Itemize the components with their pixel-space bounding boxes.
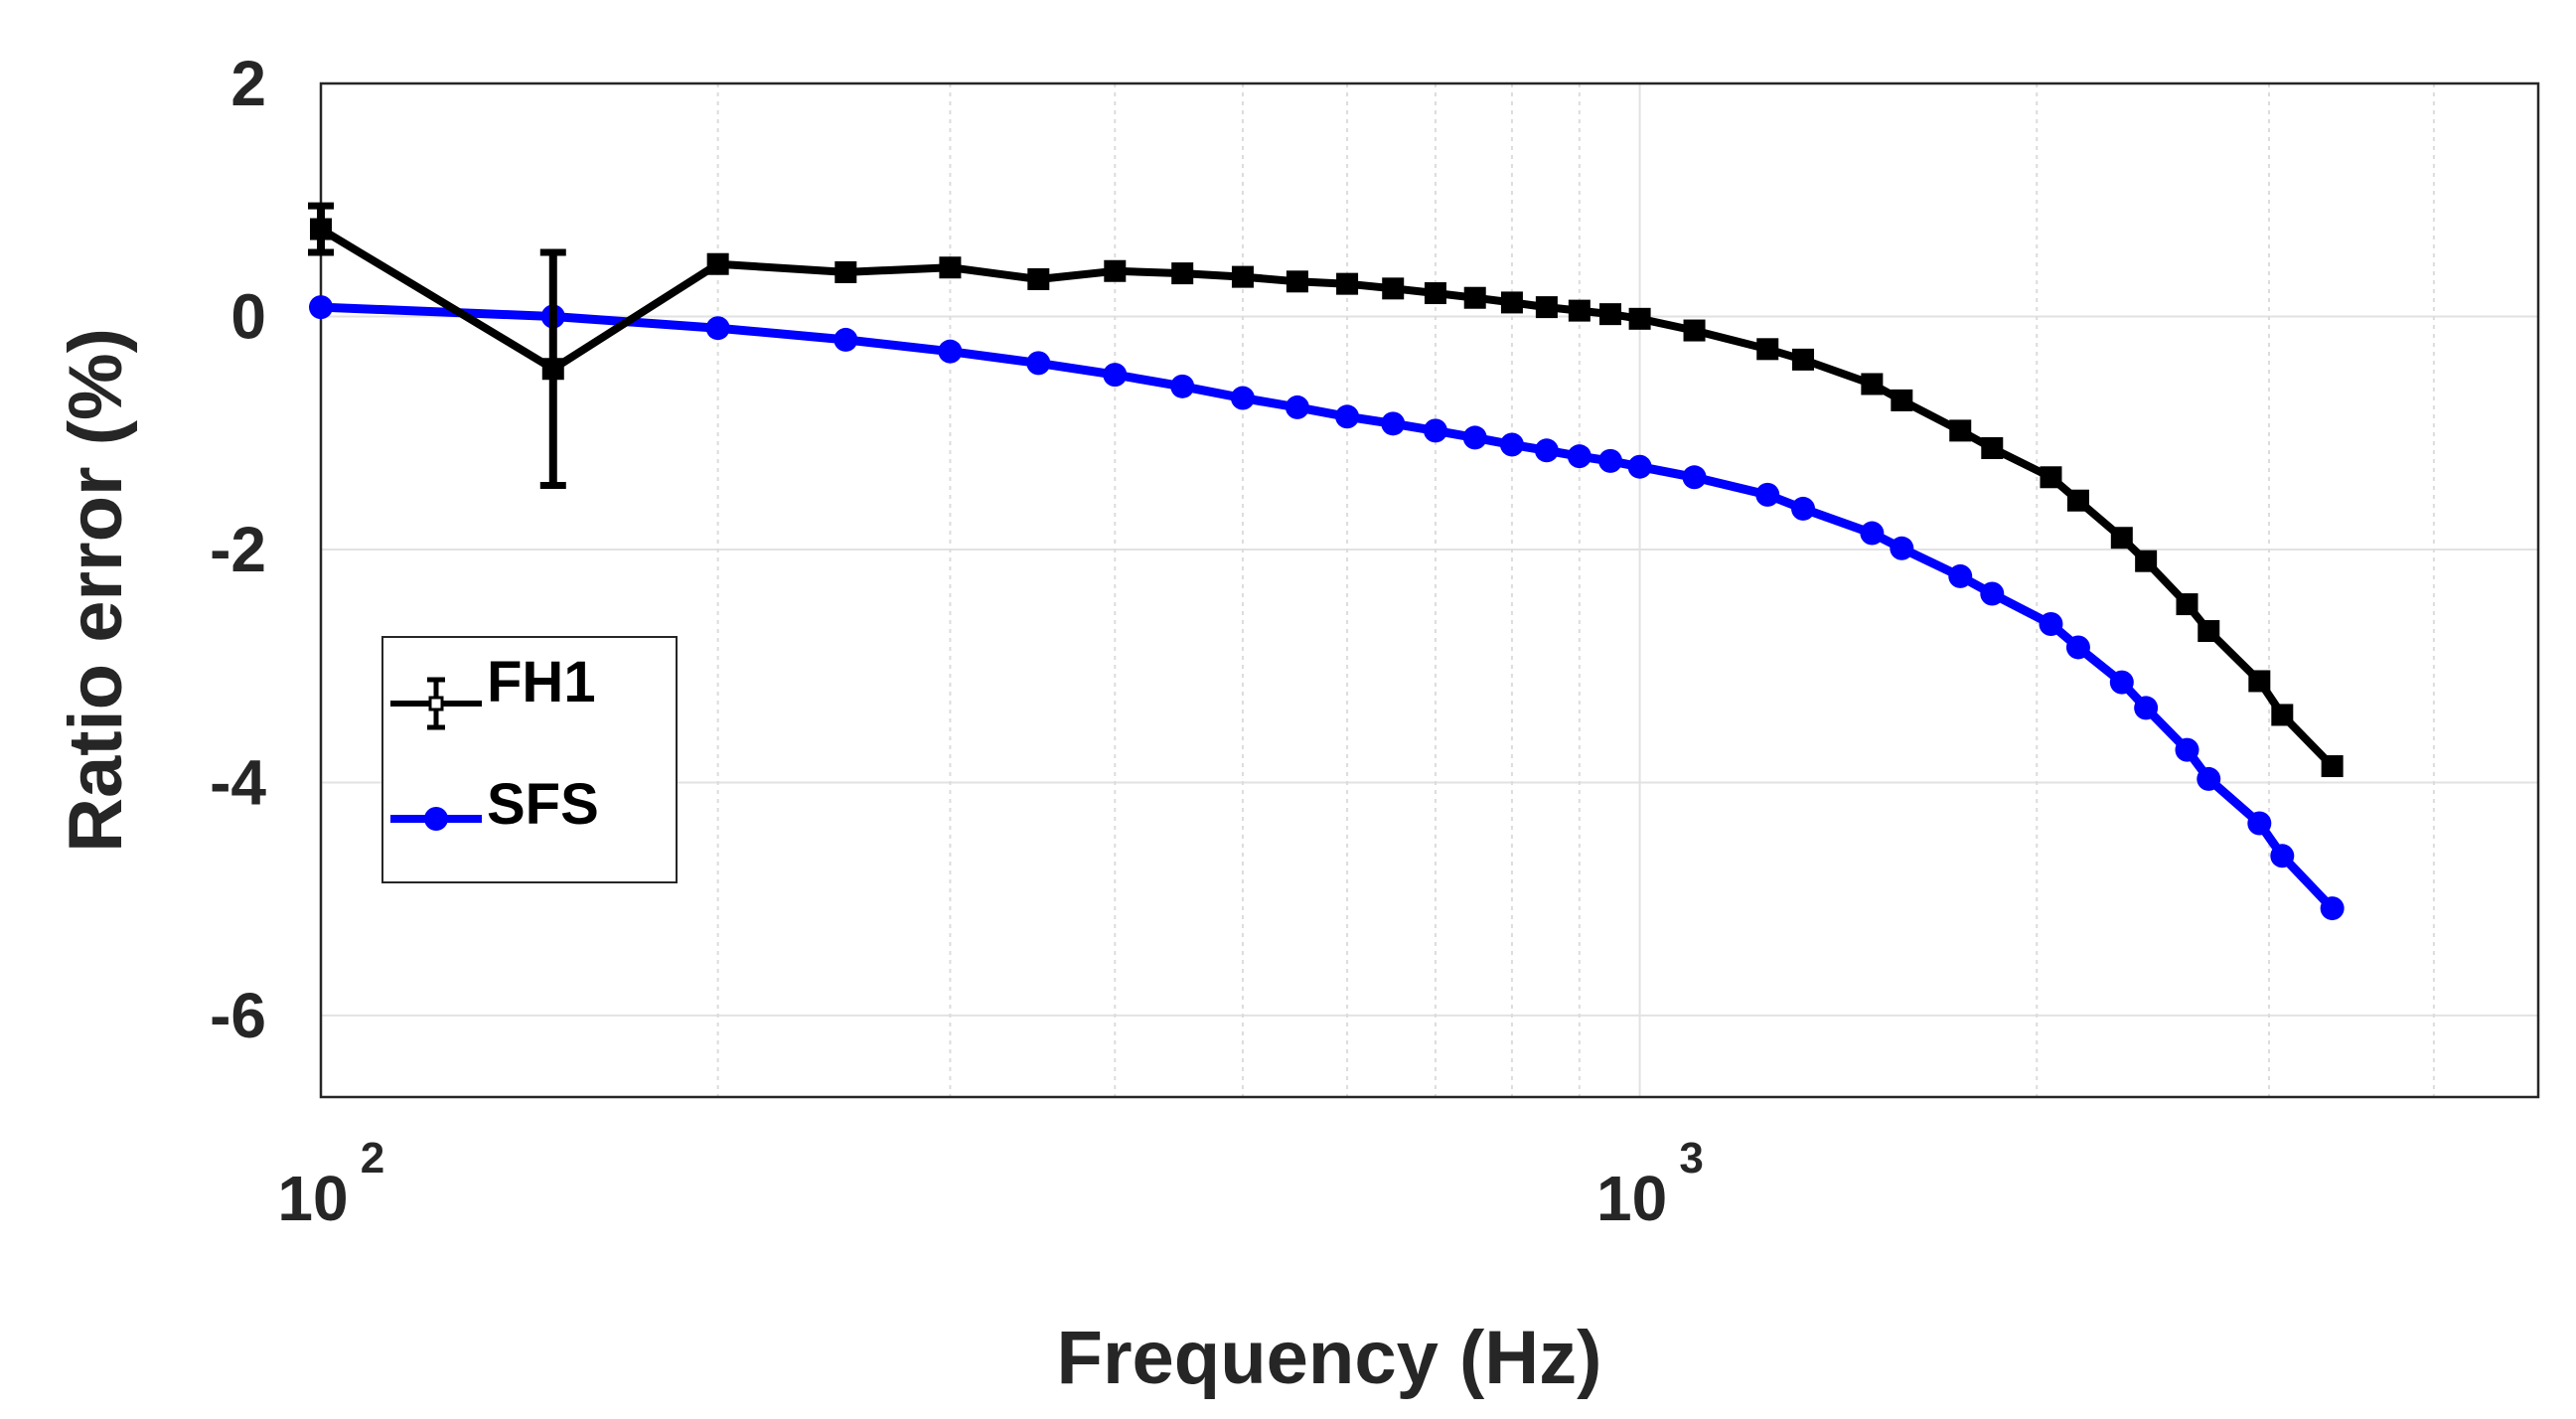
data-point-fh1 <box>1463 286 1486 309</box>
data-point-sfs <box>2247 811 2272 836</box>
data-point-fh1 <box>2271 704 2294 726</box>
data-point-sfs <box>1230 386 1255 410</box>
data-point-fh1 <box>834 260 857 283</box>
series-sfs <box>309 295 2345 921</box>
data-point-fh1 <box>1424 282 1446 305</box>
data-point-sfs <box>1682 465 1707 490</box>
data-point-fh1 <box>2110 527 2133 550</box>
data-point-sfs <box>2039 612 2063 636</box>
legend-label-fh1: FH1 <box>487 650 596 714</box>
data-point-sfs <box>1890 536 1914 560</box>
data-point-fh1 <box>1891 389 1913 411</box>
data-point-fh1 <box>1382 277 1405 300</box>
y-tick-label: -6 <box>210 980 266 1051</box>
legend: FH1 SFS <box>381 636 678 883</box>
legend-label-sfs: SFS <box>487 772 599 837</box>
data-point-sfs <box>1462 425 1487 450</box>
data-point-fh1 <box>1500 291 1523 314</box>
data-point-fh1 <box>1792 348 1815 371</box>
data-point-fh1 <box>2197 620 2220 643</box>
y-tick-label: -4 <box>210 746 266 818</box>
legend-item-sfs: SFS <box>390 772 599 837</box>
data-point-fh1 <box>2321 755 2344 778</box>
data-point-sfs <box>309 295 333 320</box>
y-tick-label: -2 <box>210 514 266 585</box>
data-point-sfs <box>1499 432 1524 457</box>
data-point-sfs <box>1567 444 1591 469</box>
data-point-sfs <box>1860 521 1885 546</box>
data-point-sfs <box>1170 374 1195 398</box>
data-point-fh1 <box>1336 272 1359 295</box>
data-point-fh1 <box>706 252 729 275</box>
data-point-sfs <box>1598 448 1623 473</box>
legend-sfs-symbol <box>390 807 482 831</box>
data-point-fh1 <box>541 358 564 381</box>
data-point-fh1 <box>939 256 962 279</box>
data-point-fh1 <box>1104 259 1127 282</box>
x-tick-label-exponent: 2 <box>361 1134 384 1182</box>
data-point-fh1 <box>1599 303 1622 326</box>
plot-area-frame <box>319 81 2540 1099</box>
y-tick-label: 2 <box>230 48 266 119</box>
data-point-fh1 <box>1861 373 1884 395</box>
data-point-fh1 <box>2176 593 2198 616</box>
data-point-fh1 <box>1231 265 1254 288</box>
data-point-fh1 <box>2040 466 2062 489</box>
data-point-sfs <box>1627 454 1652 479</box>
data-point-sfs <box>1026 351 1051 376</box>
data-point-sfs <box>1980 581 2005 606</box>
data-point-sfs <box>2320 896 2345 921</box>
data-point-sfs <box>1755 482 1780 507</box>
y-tick-label: 0 <box>230 280 266 352</box>
data-point-sfs <box>2270 844 2295 868</box>
data-point-sfs <box>833 327 858 352</box>
data-point-sfs <box>2197 766 2221 791</box>
data-point-sfs <box>705 316 730 341</box>
data-point-sfs <box>1103 363 1128 388</box>
x-tick-label-exponent: 3 <box>1679 1134 1703 1182</box>
data-point-sfs <box>938 339 963 364</box>
data-point-sfs <box>1381 411 1406 436</box>
x-axis-label: Frequency (Hz) <box>1057 1316 1602 1400</box>
data-point-fh1 <box>1027 267 1050 290</box>
legend-item-fh1: FH1 <box>390 650 596 730</box>
data-point-sfs <box>1948 563 1973 588</box>
data-point-fh1 <box>1286 270 1308 293</box>
data-point-fh1 <box>310 218 332 240</box>
data-point-fh1 <box>2135 550 2158 572</box>
data-point-sfs <box>2109 670 2134 695</box>
data-point-fh1 <box>1171 262 1194 285</box>
data-point-sfs <box>1791 496 1816 521</box>
data-point-sfs <box>2134 696 2159 720</box>
data-point-fh1 <box>1568 299 1591 322</box>
data-point-fh1 <box>1981 436 2004 459</box>
data-point-fh1 <box>1628 307 1651 330</box>
data-point-fh1 <box>1683 319 1706 342</box>
x-tick-label-base: 10 <box>1596 1163 1667 1234</box>
data-point-fh1 <box>1756 338 1779 361</box>
data-point-sfs <box>1335 404 1360 429</box>
data-point-sfs <box>1285 394 1309 419</box>
series-group <box>308 202 2345 921</box>
data-point-fh1 <box>2066 489 2089 512</box>
data-point-fh1 <box>1535 296 1558 319</box>
series-fh1 <box>308 202 2344 778</box>
data-point-sfs <box>1534 438 1559 463</box>
legend-fh1-symbol <box>390 677 482 730</box>
data-point-sfs <box>2065 635 2090 660</box>
data-point-sfs <box>1423 418 1447 443</box>
data-point-fh1 <box>1949 419 1972 442</box>
data-point-fh1 <box>2248 670 2271 693</box>
y-axis-label: Ratio error (%) <box>54 328 138 853</box>
x-tick-label-base: 10 <box>277 1163 348 1234</box>
data-point-sfs <box>2175 737 2199 762</box>
